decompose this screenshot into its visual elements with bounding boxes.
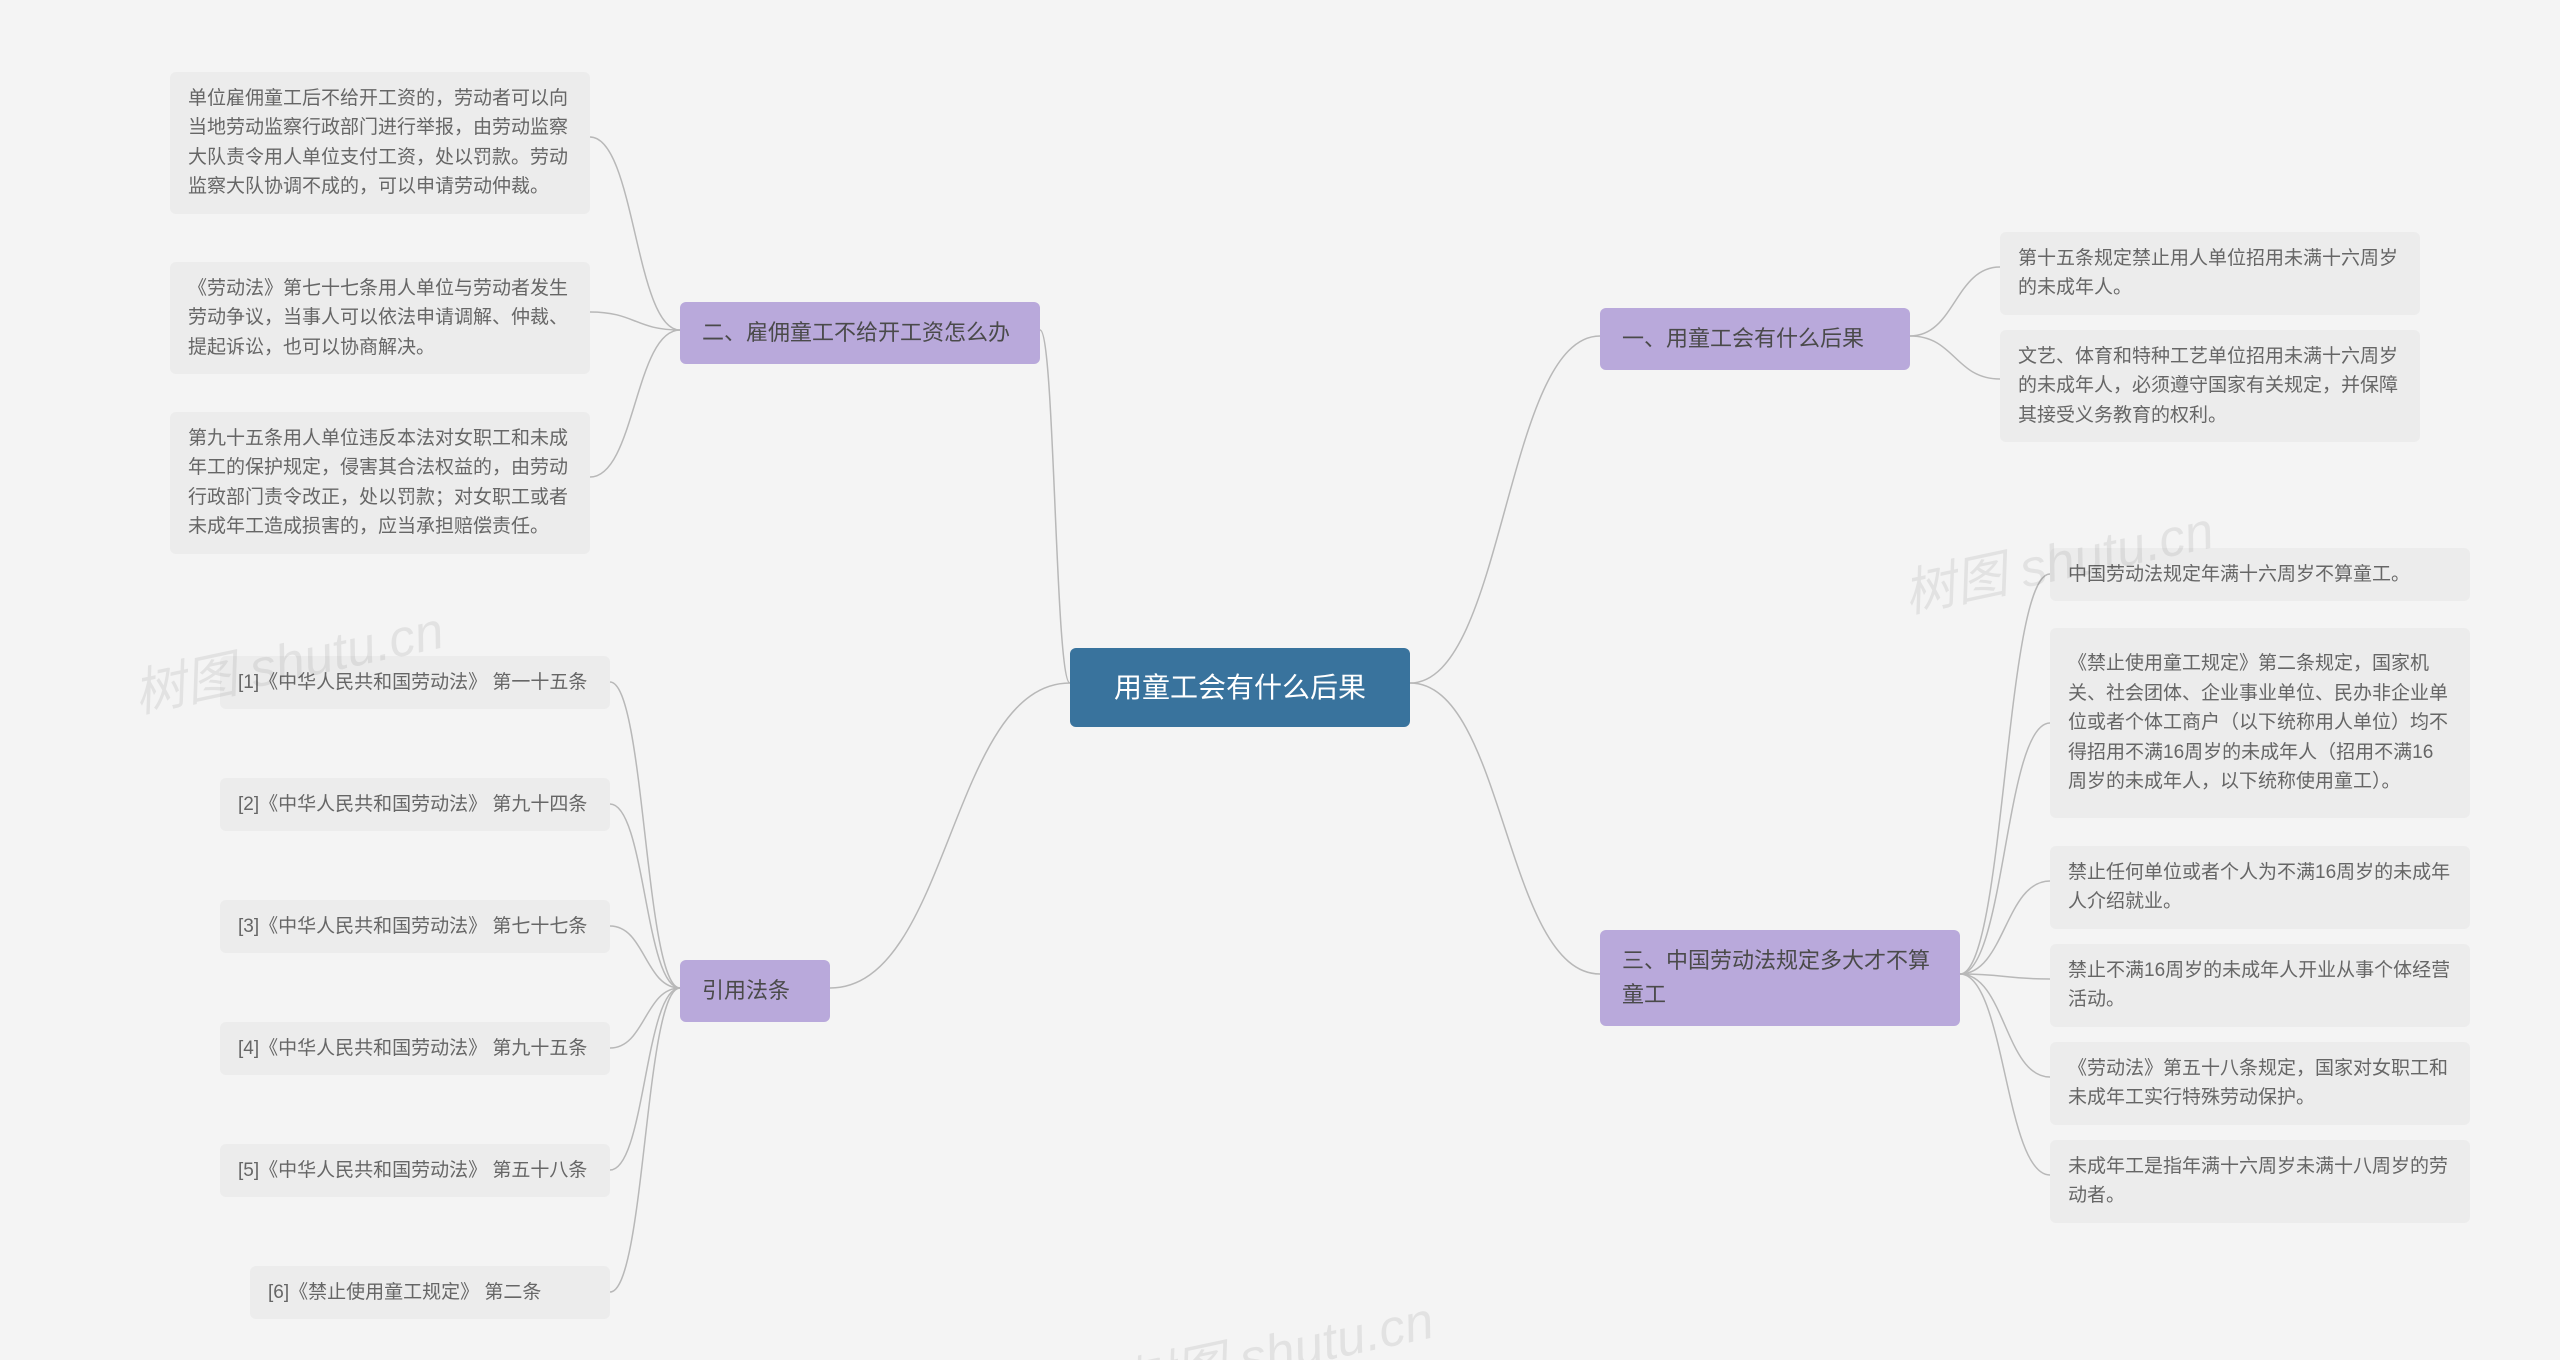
- leaf-left-1-3: [4]《中华人民共和国劳动法》 第九十五条: [220, 1022, 610, 1075]
- branch-left-0: 二、雇佣童工不给开工资怎么办: [680, 302, 1040, 364]
- leaf-left-1-0: [1]《中华人民共和国劳动法》 第一十五条: [220, 656, 610, 709]
- leaf-right-1-0: 中国劳动法规定年满十六周岁不算童工。: [2050, 548, 2470, 601]
- leaf-right-0-0: 第十五条规定禁止用人单位招用未满十六周岁的未成年人。: [2000, 232, 2420, 315]
- leaf-left-0-1: 《劳动法》第七十七条用人单位与劳动者发生劳动争议，当事人可以依法申请调解、仲裁、…: [170, 262, 590, 374]
- leaf-left-0-0: 单位雇佣童工后不给开工资的，劳动者可以向当地劳动监察行政部门进行举报，由劳动监察…: [170, 72, 590, 214]
- leaf-right-1-2: 禁止任何单位或者个人为不满16周岁的未成年人介绍就业。: [2050, 846, 2470, 929]
- leaf-right-1-1: 《禁止使用童工规定》第二条规定，国家机关、社会团体、企业事业单位、民办非企业单位…: [2050, 628, 2470, 818]
- leaf-left-1-5: [6]《禁止使用童工规定》 第二条: [250, 1266, 610, 1319]
- leaf-right-1-3: 禁止不满16周岁的未成年人开业从事个体经营活动。: [2050, 944, 2470, 1027]
- leaf-left-1-2: [3]《中华人民共和国劳动法》 第七十七条: [220, 900, 610, 953]
- leaf-right-1-4: 《劳动法》第五十八条规定，国家对女职工和未成年工实行特殊劳动保护。: [2050, 1042, 2470, 1125]
- leaf-left-1-1: [2]《中华人民共和国劳动法》 第九十四条: [220, 778, 610, 831]
- leaf-right-1-5: 未成年工是指年满十六周岁未满十八周岁的劳动者。: [2050, 1140, 2470, 1223]
- leaf-left-0-2: 第九十五条用人单位违反本法对女职工和未成年工的保护规定，侵害其合法权益的，由劳动…: [170, 412, 590, 554]
- leaf-left-1-4: [5]《中华人民共和国劳动法》 第五十八条: [220, 1144, 610, 1197]
- branch-left-1: 引用法条: [680, 960, 830, 1022]
- branch-right-1: 三、中国劳动法规定多大才不算童工: [1600, 930, 1960, 1026]
- leaf-right-0-1: 文艺、体育和特种工艺单位招用未满十六周岁的未成年人，必须遵守国家有关规定，并保障…: [2000, 330, 2420, 442]
- branch-right-0: 一、用童工会有什么后果: [1600, 308, 1910, 370]
- center-node: 用童工会有什么后果: [1070, 648, 1410, 727]
- watermark-2: 树图 shutu.cn: [1116, 1278, 1440, 1360]
